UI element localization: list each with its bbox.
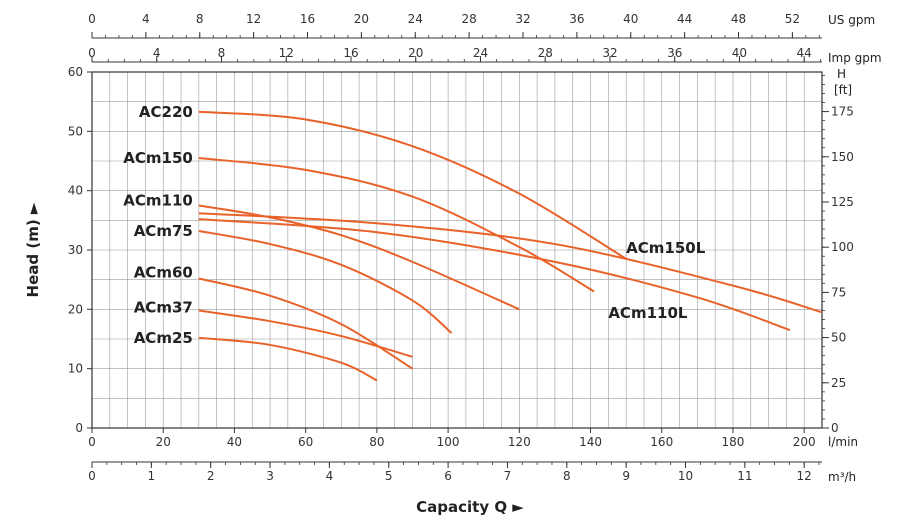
us-gpm-axis-tick-label: 24: [408, 12, 423, 26]
head-ft-tick-label: 0: [831, 421, 839, 435]
lmin-axis-tick-label: 40: [227, 435, 242, 449]
us-gpm-axis-unit: US gpm: [828, 13, 875, 27]
lmin-axis-tick-label: 160: [650, 435, 673, 449]
curve-acm60: [198, 277, 414, 370]
us-gpm-axis-tick-label: 16: [300, 12, 315, 26]
m3h-axis-tick-label: 0: [88, 469, 96, 483]
grid-layer: [92, 72, 822, 428]
m3h-axis-tick-label: 2: [207, 469, 215, 483]
head-m-tick-label: 40: [68, 184, 83, 198]
head-ft-tick-label: 175: [831, 105, 854, 119]
m3h-axis-tick-label: 10: [678, 469, 693, 483]
curve-label-acm25: ACm25: [134, 329, 193, 347]
curve-acm37: [198, 309, 413, 358]
m3h-axis-tick-label: 7: [504, 469, 512, 483]
head-m-tick-label: 60: [68, 65, 83, 79]
us-gpm-axis-tick-label: 28: [461, 12, 476, 26]
curve-acm25: [198, 336, 378, 382]
curve-acm75: [198, 230, 453, 334]
lmin-axis-tick-label: 140: [579, 435, 602, 449]
lmin-axis-tick-label: 200: [793, 435, 816, 449]
head-ft-unit-h: H: [837, 67, 846, 81]
curve-label-ac220: AC220: [139, 103, 193, 121]
us-gpm-axis-tick-label: 48: [731, 12, 746, 26]
us-gpm-axis-tick-label: 0: [88, 12, 96, 26]
imp-gpm-axis-tick-label: 4: [153, 46, 161, 60]
lmin-axis-tick-label: 80: [369, 435, 384, 449]
head-ft-unit-ft: [ft]: [834, 83, 852, 97]
imp-gpm-axis-tick-label: 0: [88, 46, 96, 60]
lmin-axis-tick-label: 60: [298, 435, 313, 449]
head-ft-tick-label: 100: [831, 240, 854, 254]
imp-gpm-axis-tick-label: 12: [279, 46, 294, 60]
lmin-axis-tick-label: 0: [88, 435, 96, 449]
imp-gpm-axis-tick-label: 20: [408, 46, 423, 60]
lmin-axis-tick-label: 180: [722, 435, 745, 449]
us-gpm-axis-tick-label: 40: [623, 12, 638, 26]
curves-layer: [198, 110, 823, 382]
lmin-axis-tick-label: 120: [508, 435, 531, 449]
labels-layer: Head (m) ► Capacity Q ► AC220 ACm150 ACm110 A…: [24, 103, 706, 516]
head-m-tick-label: 20: [68, 302, 83, 316]
head-ft-tick-label: 50: [831, 331, 846, 345]
head-m-tick-label: 0: [75, 421, 83, 435]
head-ft-tick-label: 25: [831, 376, 846, 390]
curve-label-acm110: ACm110: [123, 192, 193, 210]
lmin-axis-tick-label: 100: [437, 435, 460, 449]
head-m-tick-label: 30: [68, 243, 83, 257]
us-gpm-axis-tick-label: 12: [246, 12, 261, 26]
curve-label-acm75: ACm75: [134, 222, 193, 240]
head-m-tick-label: 10: [68, 362, 83, 376]
head-ft-tick-label: 75: [831, 285, 846, 299]
imp-gpm-axis-tick-label: 44: [797, 46, 812, 60]
imp-gpm-axis-tick-label: 24: [473, 46, 488, 60]
imp-gpm-axis-tick-label: 32: [602, 46, 617, 60]
m3h-axis-tick-label: 9: [622, 469, 630, 483]
y-axis-title: Head (m) ►: [24, 202, 42, 297]
head-ft-tick-label: 125: [831, 195, 854, 209]
curve-label-acm150l: ACm150L: [626, 239, 706, 257]
m3h-axis-unit: m³/h: [828, 470, 856, 484]
imp-gpm-axis-tick-label: 8: [218, 46, 226, 60]
curve-label-acm60: ACm60: [134, 263, 193, 281]
head-m-tick-label: 50: [68, 124, 83, 138]
m3h-axis-tick-label: 1: [148, 469, 156, 483]
curve-label-acm150: ACm150: [123, 149, 193, 167]
m3h-axis-tick-label: 3: [266, 469, 274, 483]
us-gpm-axis-tick-label: 44: [677, 12, 692, 26]
us-gpm-axis-tick-label: 20: [354, 12, 369, 26]
m3h-axis-tick-label: 4: [326, 469, 334, 483]
m3h-axis-tick-label: 5: [385, 469, 393, 483]
imp-gpm-axis-tick-label: 28: [538, 46, 553, 60]
x-axis-title: Capacity Q ►: [416, 498, 524, 516]
curve-label-acm110l: ACm110L: [608, 304, 688, 322]
us-gpm-axis-tick-label: 32: [515, 12, 530, 26]
m3h-axis-tick-label: 6: [444, 469, 452, 483]
curve-acm110l: [198, 218, 791, 332]
imp-gpm-axis-tick-label: 16: [343, 46, 358, 60]
m3h-axis-tick-label: 8: [563, 469, 571, 483]
lmin-axis-tick-label: 20: [156, 435, 171, 449]
us-gpm-axis-tick-label: 36: [569, 12, 584, 26]
curve-acm150l: [198, 212, 823, 314]
imp-gpm-axis-tick-label: 40: [732, 46, 747, 60]
imp-gpm-axis-unit: Imp gpm: [828, 51, 882, 65]
m3h-axis-tick-label: 11: [737, 469, 752, 483]
us-gpm-axis-tick-label: 52: [785, 12, 800, 26]
m3h-axis-tick-label: 12: [797, 469, 812, 483]
curve-ac220: [198, 110, 627, 260]
curve-label-acm37: ACm37: [134, 299, 193, 317]
imp-gpm-axis-tick-label: 36: [667, 46, 682, 60]
curve-acm110: [198, 204, 520, 311]
head-ft-tick-label: 150: [831, 150, 854, 164]
us-gpm-axis-tick-label: 4: [142, 12, 150, 26]
us-gpm-axis-tick-label: 8: [196, 12, 204, 26]
lmin-axis-unit: l/min: [828, 435, 858, 449]
